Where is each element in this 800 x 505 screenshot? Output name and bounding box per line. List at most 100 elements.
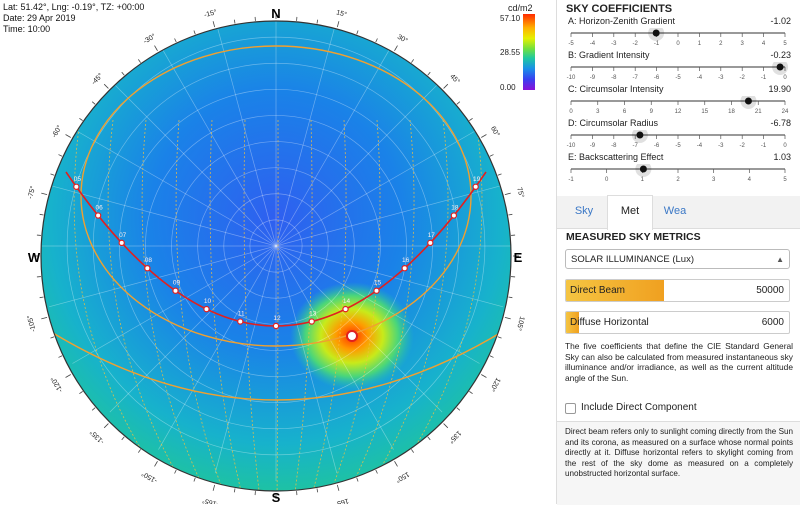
azimuth-label: 120° [488,376,502,393]
slider-tick-label: -3 [718,143,724,149]
direct-beam-input[interactable]: Direct Beam 50000 [565,279,790,302]
azimuth-tick [41,193,47,195]
tab-sky[interactable]: Sky [561,196,607,228]
hour-marker [145,266,150,271]
sun-position-marker[interactable] [347,331,357,341]
slider-knob[interactable] [777,64,784,71]
azimuth-tick [428,72,431,75]
slider-tick-label: 24 [782,109,789,115]
diffuse-horizontal-input[interactable]: Diffuse Horizontal 6000 [565,311,790,334]
hour-marker-label: 13 [309,311,317,318]
slider-tick-label: 1 [641,177,645,183]
slider-tick-label: 6 [623,109,627,115]
azimuth-label: -75° [26,185,37,200]
hour-marker-label: 08 [145,257,153,264]
azimuth-tick [79,118,82,120]
hour-marker-label: 15 [374,280,382,287]
west-label: W [28,250,41,265]
azimuth-tick [457,408,460,411]
slider-tick-label: 2 [719,41,723,47]
hour-marker [96,213,101,218]
coefficient-value: 19.90 [768,84,791,94]
altitude-azimuth-grid [41,11,511,481]
east-label: E [514,250,523,265]
tab-met[interactable]: Met [607,195,653,230]
azimuth-tick [395,46,398,51]
hour-marker-label: 17 [428,232,436,239]
azimuth-tick [481,135,486,138]
slider-tick-label: -2 [740,75,746,81]
slider-tick-label: -4 [697,75,703,81]
tab-wea[interactable]: Wea [651,196,699,228]
azimuth-tick [411,449,413,452]
diffuse-horizontal-label: Diffuse Horizontal [570,317,649,328]
slider-tick-label: 0 [676,41,680,47]
coefficient-value: -0.23 [770,50,791,60]
slider-tick-label: -5 [675,75,681,81]
hour-marker-label: 10 [204,298,212,305]
legend-min: 0.00 [500,83,538,92]
azimuth-label: -120° [49,375,64,394]
include-direct-checkbox[interactable] [565,403,576,414]
hour-marker [451,213,456,218]
slider-tick-label: -3 [718,75,724,81]
azimuth-tick [104,424,108,428]
azimuth-label: 135° [447,429,463,445]
hour-marker-label: 16 [402,257,410,264]
hour-marker [173,288,178,293]
azimuth-tick [508,297,512,298]
azimuth-tick [444,424,448,428]
azimuth-tick [40,297,44,298]
slider-tick-label: -2 [633,41,639,47]
slider-tick-label: -8 [611,143,617,149]
slider-tick-label: -10 [567,75,576,81]
azimuth-tick [376,38,378,42]
hour-marker-label: 11 [238,311,245,318]
coefficient-name: E: Backscattering Effect [568,152,663,162]
slider-tick-label: 0 [569,109,573,115]
azimuth-tick [122,437,125,440]
hour-marker-label: 05 [74,176,82,183]
slider-tick-label: 0 [605,177,609,183]
hour-marker [374,288,379,293]
azimuth-tick [66,375,71,378]
azimuth-label: -150° [140,469,159,484]
direct-beam-value: 50000 [756,285,784,296]
legend-unit: cd/m2 [508,3,533,13]
coefficient-name: A: Horizon-Zenith Gradient [568,16,675,26]
azimuth-tick [469,391,472,393]
azimuth-tick [213,21,215,27]
slider-knob[interactable] [745,98,752,105]
slider-tick-label: 0 [783,75,787,81]
diffuse-horizontal-value: 6000 [762,317,784,328]
direct-beam-label: Direct Beam [570,285,625,296]
slider-knob[interactable] [640,166,647,173]
azimuth-tick [92,408,95,411]
slider-knob[interactable] [653,30,660,37]
slider-tick-label: 3 [741,41,745,47]
include-direct-label[interactable]: Include Direct Component [581,402,697,413]
hour-marker-label: 07 [119,232,127,239]
slider-tick-label: -9 [590,75,596,81]
slider-tick-label: -7 [633,143,639,149]
slider-tick-label: 18 [728,109,735,115]
hour-marker-label: 18 [451,205,459,212]
slider-tick-label: 4 [748,177,752,183]
azimuth-tick [40,214,44,215]
azimuth-tick [175,38,177,42]
azimuth-tick [411,59,413,62]
azimuth-label: 150° [394,470,411,484]
hour-marker [428,240,433,245]
metric-select[interactable]: SOLAR ILLUMINANCE (Lux) ▲ [565,249,790,269]
slider-knob[interactable] [636,132,643,139]
azimuth-tick [104,84,108,88]
slider-tick-label: -6 [654,75,660,81]
slider-tick-label: -9 [590,143,596,149]
azimuth-label: -15° [203,8,218,19]
